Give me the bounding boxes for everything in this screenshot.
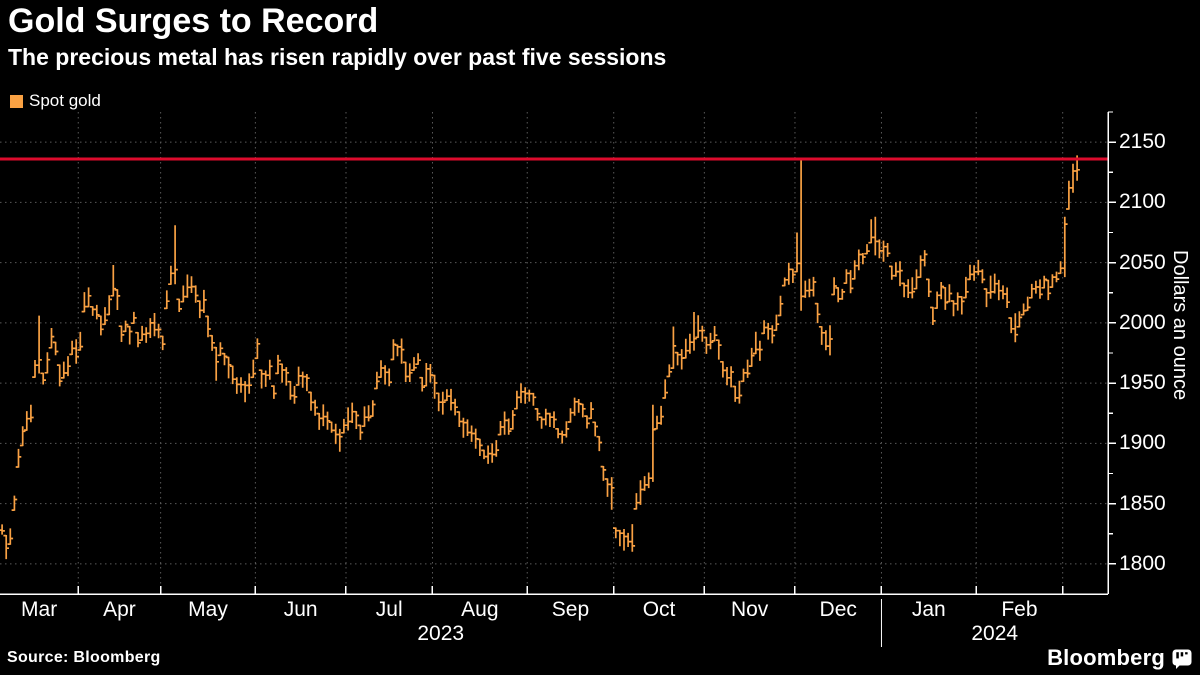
x-axis-month-label: Mar [21, 598, 58, 621]
legend: Spot gold [10, 91, 101, 111]
y-axis-tick-label: 2150 [1119, 130, 1166, 154]
chart-subtitle: The precious metal has risen rapidly ove… [8, 44, 667, 70]
chart-title: Gold Surges to Record [8, 2, 379, 40]
x-axis-month-label: Apr [103, 598, 136, 621]
y-axis-tick-label: 1900 [1119, 431, 1166, 455]
bloomberg-chart-bubble-icon [1172, 649, 1192, 669]
y-axis-tick-label: 1950 [1119, 371, 1166, 395]
y-axis-tick-label: 2050 [1119, 250, 1166, 274]
x-axis-month-label: Jun [283, 598, 318, 621]
x-axis-month-label: Jan [911, 598, 946, 621]
x-axis-month-label: Sep [551, 598, 590, 621]
y-axis-tick-label: 2100 [1119, 190, 1166, 214]
legend-label: Spot gold [29, 91, 101, 110]
legend-swatch-spot-gold [10, 94, 23, 108]
x-axis-month-label: Aug [461, 598, 499, 621]
bloomberg-logo: Bloomberg [1047, 645, 1192, 671]
x-axis-year-label: 2024 [971, 622, 1019, 645]
x-axis-month-label: Jul [375, 598, 403, 621]
x-axis-year-label: 2023 [417, 622, 465, 645]
y-axis-title: Dollars an ounce [1169, 250, 1191, 401]
spot-gold-price-bars [0, 155, 1080, 560]
x-axis-month-label: Dec [819, 598, 857, 621]
x-axis-month-label: Nov [730, 598, 769, 621]
x-axis-month-label: Feb [1001, 598, 1038, 621]
y-axis-tick-label: 1800 [1119, 551, 1166, 575]
y-axis-tick-label: 1850 [1119, 491, 1166, 515]
bloomberg-logo-text: Bloomberg [1047, 645, 1165, 670]
y-axis-tick-label: 2000 [1119, 310, 1166, 334]
x-axis-month-label: Oct [642, 598, 676, 621]
source-attribution: Source: Bloomberg [7, 649, 161, 666]
x-axis-month-label: May [188, 598, 228, 621]
